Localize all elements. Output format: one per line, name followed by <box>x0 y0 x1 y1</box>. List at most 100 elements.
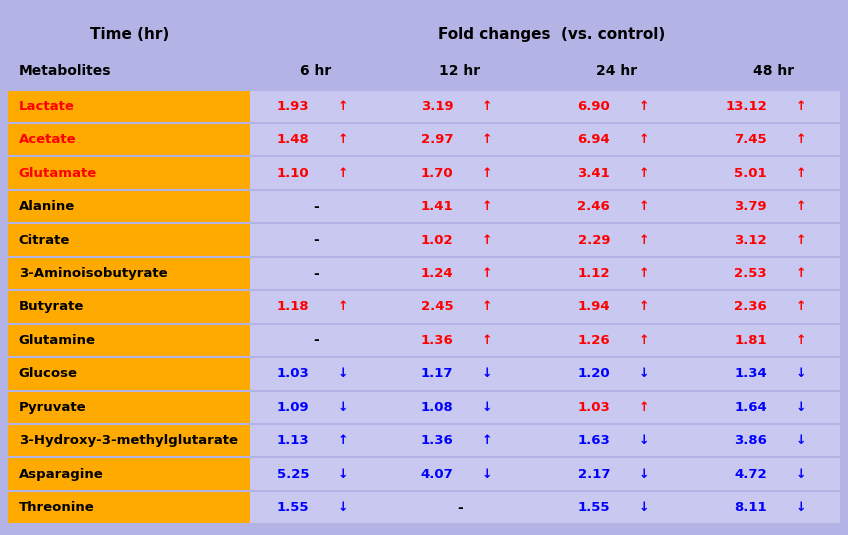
Text: 6.90: 6.90 <box>577 100 610 113</box>
FancyBboxPatch shape <box>8 190 250 224</box>
Text: Citrate: Citrate <box>19 234 70 247</box>
FancyBboxPatch shape <box>8 491 840 524</box>
FancyBboxPatch shape <box>8 457 840 491</box>
Text: 8.11: 8.11 <box>734 501 767 514</box>
Text: ↑: ↑ <box>482 234 492 247</box>
Text: -: - <box>313 266 319 280</box>
Text: Lactate: Lactate <box>19 100 75 113</box>
Text: 1.48: 1.48 <box>276 133 309 146</box>
Text: ↑: ↑ <box>795 334 806 347</box>
Text: ↑: ↑ <box>639 301 650 314</box>
FancyBboxPatch shape <box>8 391 840 424</box>
Text: 3-Aminoisobutyrate: 3-Aminoisobutyrate <box>19 267 167 280</box>
Text: ↓: ↓ <box>338 401 348 414</box>
FancyBboxPatch shape <box>8 90 250 123</box>
Text: 1.09: 1.09 <box>276 401 309 414</box>
Text: 1.36: 1.36 <box>421 334 453 347</box>
FancyBboxPatch shape <box>8 357 840 391</box>
Text: Butyrate: Butyrate <box>19 301 84 314</box>
Text: 1.93: 1.93 <box>276 100 309 113</box>
Text: 1.08: 1.08 <box>421 401 453 414</box>
Text: ↓: ↓ <box>639 468 650 480</box>
Text: ↓: ↓ <box>795 501 806 514</box>
FancyBboxPatch shape <box>8 90 840 123</box>
Text: 4.07: 4.07 <box>421 468 453 480</box>
Text: ↓: ↓ <box>482 468 492 480</box>
Text: Pyruvate: Pyruvate <box>19 401 86 414</box>
FancyBboxPatch shape <box>8 290 840 324</box>
Text: ↑: ↑ <box>338 434 348 447</box>
Text: 2.53: 2.53 <box>734 267 767 280</box>
Text: 2.45: 2.45 <box>421 301 453 314</box>
Text: ↓: ↓ <box>338 468 348 480</box>
FancyBboxPatch shape <box>8 16 840 90</box>
FancyBboxPatch shape <box>8 290 250 324</box>
Text: 1.24: 1.24 <box>421 267 453 280</box>
Text: 48 hr: 48 hr <box>753 64 795 78</box>
Text: Fold changes  (vs. control): Fold changes (vs. control) <box>438 27 665 42</box>
FancyBboxPatch shape <box>8 324 840 357</box>
Text: 3.86: 3.86 <box>734 434 767 447</box>
Text: 6.94: 6.94 <box>577 133 610 146</box>
Text: ↑: ↑ <box>482 267 492 280</box>
Text: ↑: ↑ <box>795 200 806 213</box>
Text: 1.70: 1.70 <box>421 167 453 180</box>
Text: 3-Hydroxy-3-methylglutarate: 3-Hydroxy-3-methylglutarate <box>19 434 237 447</box>
Text: 1.55: 1.55 <box>577 501 610 514</box>
Text: 1.55: 1.55 <box>276 501 309 514</box>
Text: Metabolites: Metabolites <box>19 64 111 78</box>
Text: ↑: ↑ <box>639 133 650 146</box>
Text: ↑: ↑ <box>639 234 650 247</box>
Text: 1.63: 1.63 <box>577 434 610 447</box>
Text: Time (hr): Time (hr) <box>90 27 169 42</box>
Text: 7.45: 7.45 <box>734 133 767 146</box>
Text: 2.36: 2.36 <box>734 301 767 314</box>
Text: 1.18: 1.18 <box>276 301 309 314</box>
Text: ↑: ↑ <box>639 200 650 213</box>
Text: ↓: ↓ <box>482 368 492 380</box>
Text: 24 hr: 24 hr <box>596 64 638 78</box>
Text: 1.94: 1.94 <box>577 301 610 314</box>
Text: 1.34: 1.34 <box>734 368 767 380</box>
Text: Glutamine: Glutamine <box>19 334 96 347</box>
Text: Threonine: Threonine <box>19 501 94 514</box>
FancyBboxPatch shape <box>8 224 250 257</box>
FancyBboxPatch shape <box>8 123 250 157</box>
Text: 5.01: 5.01 <box>734 167 767 180</box>
Text: 4.72: 4.72 <box>734 468 767 480</box>
Text: 1.13: 1.13 <box>276 434 309 447</box>
FancyBboxPatch shape <box>8 16 840 524</box>
Text: 1.81: 1.81 <box>734 334 767 347</box>
Text: ↑: ↑ <box>482 301 492 314</box>
Text: ↓: ↓ <box>338 368 348 380</box>
Text: ↓: ↓ <box>639 434 650 447</box>
Text: -: - <box>313 233 319 247</box>
Text: ↑: ↑ <box>795 167 806 180</box>
Text: ↑: ↑ <box>639 401 650 414</box>
Text: ↑: ↑ <box>795 100 806 113</box>
FancyBboxPatch shape <box>8 123 840 157</box>
Text: ↓: ↓ <box>795 401 806 414</box>
Text: -: - <box>313 333 319 347</box>
Text: ↑: ↑ <box>482 334 492 347</box>
FancyBboxPatch shape <box>8 157 250 190</box>
Text: ↑: ↑ <box>639 267 650 280</box>
Text: ↑: ↑ <box>338 167 348 180</box>
Text: 2.97: 2.97 <box>421 133 453 146</box>
Text: 3.12: 3.12 <box>734 234 767 247</box>
Text: 1.36: 1.36 <box>421 434 453 447</box>
Text: Glucose: Glucose <box>19 368 78 380</box>
FancyBboxPatch shape <box>8 491 250 524</box>
Text: 1.26: 1.26 <box>577 334 610 347</box>
Text: ↑: ↑ <box>482 434 492 447</box>
Text: Acetate: Acetate <box>19 133 76 146</box>
Text: Asparagine: Asparagine <box>19 468 103 480</box>
Text: Glutamate: Glutamate <box>19 167 97 180</box>
Text: ↑: ↑ <box>482 200 492 213</box>
FancyBboxPatch shape <box>8 457 250 491</box>
FancyBboxPatch shape <box>8 391 250 424</box>
FancyBboxPatch shape <box>8 224 840 257</box>
FancyBboxPatch shape <box>8 157 840 190</box>
Text: 6 hr: 6 hr <box>300 64 332 78</box>
Text: ↓: ↓ <box>639 368 650 380</box>
